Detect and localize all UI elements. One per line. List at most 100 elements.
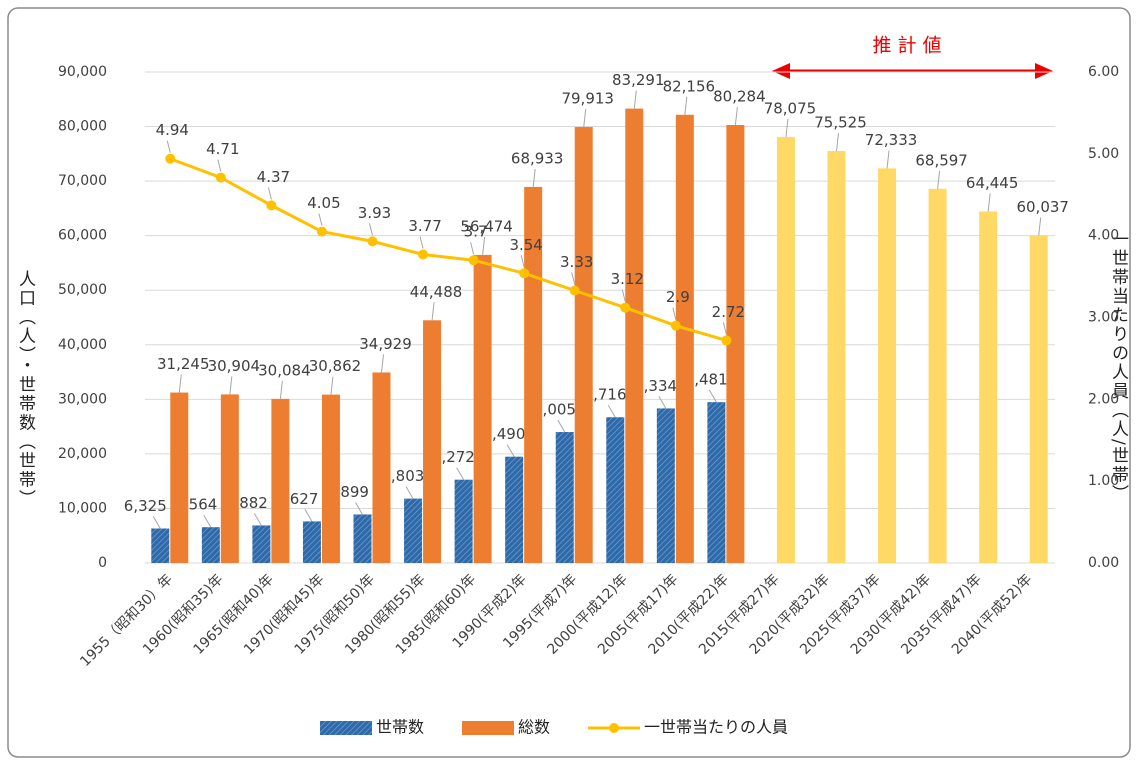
y2-tick-label: 2.00: [1088, 391, 1119, 407]
data-label: 80,284: [713, 88, 766, 106]
estimate-arrow: 推計値: [772, 35, 1053, 79]
line-point: [620, 302, 631, 313]
line-point: [418, 249, 429, 260]
leader-line: [253, 513, 262, 526]
bar: [321, 394, 340, 563]
data-label: 44,488: [410, 283, 463, 301]
bar: [372, 372, 391, 563]
legend-label: 総数: [518, 718, 550, 737]
leader-line: [886, 150, 890, 169]
leader-line: [419, 236, 424, 249]
y2-tick-label: 1.00: [1088, 473, 1119, 489]
y-tick-label: 60,000: [58, 228, 107, 244]
bar: [675, 114, 694, 563]
bar: [726, 125, 745, 564]
legend-label: 世帯数: [376, 718, 424, 737]
leader-line: [203, 514, 212, 528]
y2-tick-label: 5.00: [1088, 146, 1119, 162]
data-label: 3.33: [560, 253, 593, 271]
data-label: 82,156: [663, 77, 716, 95]
data-label: 2.9: [666, 288, 690, 306]
data-label: 31,245: [157, 355, 210, 373]
annotation: 推計値: [872, 35, 947, 57]
data-label: 3.93: [358, 204, 391, 222]
leader-line: [355, 502, 363, 515]
y-tick-label: 30,000: [58, 391, 107, 407]
line-point: [266, 200, 277, 211]
line: [169, 157, 727, 342]
y2-tick-label: 6.00: [1088, 64, 1119, 80]
y-tick-label: 80,000: [58, 119, 107, 135]
data-label: 30,862: [309, 357, 362, 375]
data-label: 68,933: [511, 149, 564, 167]
leader-line: [684, 96, 688, 115]
leader-line: [431, 302, 435, 321]
bar: [302, 521, 321, 563]
arrow-head: [772, 63, 790, 79]
leader-line: [304, 509, 313, 522]
frame: [7, 7, 1131, 758]
leader-line: [571, 272, 576, 285]
data-label: 79,913: [561, 90, 614, 108]
leader-line: [937, 170, 941, 189]
y2-tick-label: 4.00: [1088, 228, 1119, 244]
leader-line: [621, 289, 626, 302]
leader-line: [330, 376, 334, 395]
data-label: 78,075: [764, 100, 817, 118]
data-label: 34,929: [359, 335, 412, 353]
leader-line: [482, 236, 486, 255]
data-label: 3.7: [464, 223, 488, 241]
data-label: 56,474: [460, 217, 513, 235]
bar: [404, 498, 423, 563]
y-tick-label: 10,000: [58, 500, 107, 516]
bar: [353, 514, 372, 563]
bar: [423, 320, 442, 563]
line-point: [519, 268, 530, 279]
data-label: 68,597: [915, 151, 968, 169]
line-point: [367, 236, 378, 247]
leader-line: [178, 374, 182, 393]
y-tick-label: 0: [98, 555, 107, 571]
leader-line: [672, 307, 677, 320]
leader-line: [734, 106, 738, 126]
bar: [574, 127, 593, 564]
bar: [473, 254, 492, 563]
data-label: 72,333: [865, 131, 918, 149]
leader-line: [583, 108, 587, 128]
arrow-head: [1035, 63, 1053, 79]
bar: [170, 392, 189, 563]
line-point: [569, 285, 580, 296]
bar: [776, 137, 795, 563]
leader-line: [166, 140, 171, 153]
bar: [252, 525, 271, 563]
y2-tick-label: 0.00: [1088, 555, 1119, 571]
leader-line: [987, 193, 991, 212]
leader-line: [836, 132, 839, 152]
leader-line: [152, 516, 161, 529]
bar: [625, 108, 644, 564]
leader-line: [369, 223, 373, 236]
bar: [271, 398, 290, 563]
data-label: 30,904: [208, 357, 261, 375]
data-label: 4.71: [206, 140, 239, 158]
bar: [220, 394, 239, 563]
y-axis-label: 人口（人）・世帯数（世帯）: [15, 270, 36, 509]
leader-line: [1038, 217, 1042, 236]
bar: [656, 408, 675, 563]
data-label: 3.12: [611, 270, 644, 288]
leader-line: [658, 396, 667, 409]
leader-line: [722, 322, 727, 335]
y-tick-label: 50,000: [58, 282, 107, 298]
bar: [201, 527, 220, 563]
data-label: 4.94: [156, 121, 189, 139]
data-label: 64,445: [966, 174, 1019, 192]
leader-line: [381, 354, 384, 373]
data-label: 4.37: [257, 168, 290, 186]
y2-tick-label: 3.00: [1088, 310, 1119, 326]
data-label: 83,291: [612, 71, 665, 89]
y-tick-label: 20,000: [58, 446, 107, 462]
leader-line: [456, 467, 465, 480]
leader-line: [785, 119, 789, 138]
bar: [1029, 235, 1048, 563]
